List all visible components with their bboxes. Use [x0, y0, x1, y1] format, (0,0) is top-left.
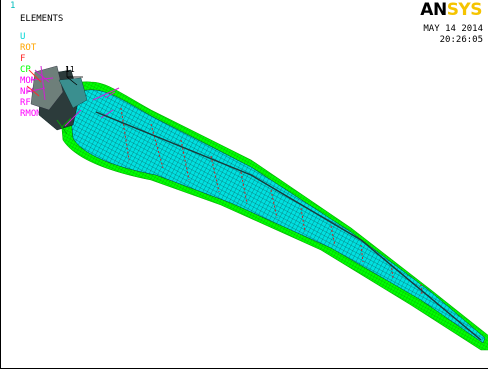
coupling-markers — [56, 117, 72, 135]
ansys-logo: ANSYS — [420, 0, 482, 20]
plot-type-title: ELEMENTS — [20, 14, 64, 24]
node-number-label: 11 — [65, 65, 75, 74]
legend-nfor: NFOR — [20, 87, 42, 97]
moment-arrows — [26, 69, 42, 97]
legend-f: F — [20, 54, 26, 64]
legend-u: U — [20, 32, 26, 42]
section-lines — [120, 107, 423, 296]
plot-date: MAY 14 2014 — [423, 24, 483, 34]
plot-time: 20:26:05 — [439, 35, 483, 45]
force-arrows — [26, 65, 120, 127]
triad-icon — [66, 66, 83, 86]
legend-rmom: RMOM — [20, 109, 42, 119]
legend-rot: ROT — [20, 43, 37, 53]
window-number: 1 — [10, 1, 16, 11]
root-transition — [58, 77, 88, 109]
edge-load-arrows — [100, 91, 116, 119]
hub-flange — [30, 65, 64, 111]
spar-line — [95, 111, 482, 341]
legend-mome: MOME — [20, 76, 42, 86]
legend-rf: RF — [20, 98, 31, 108]
legend-cp: CP — [20, 65, 31, 75]
